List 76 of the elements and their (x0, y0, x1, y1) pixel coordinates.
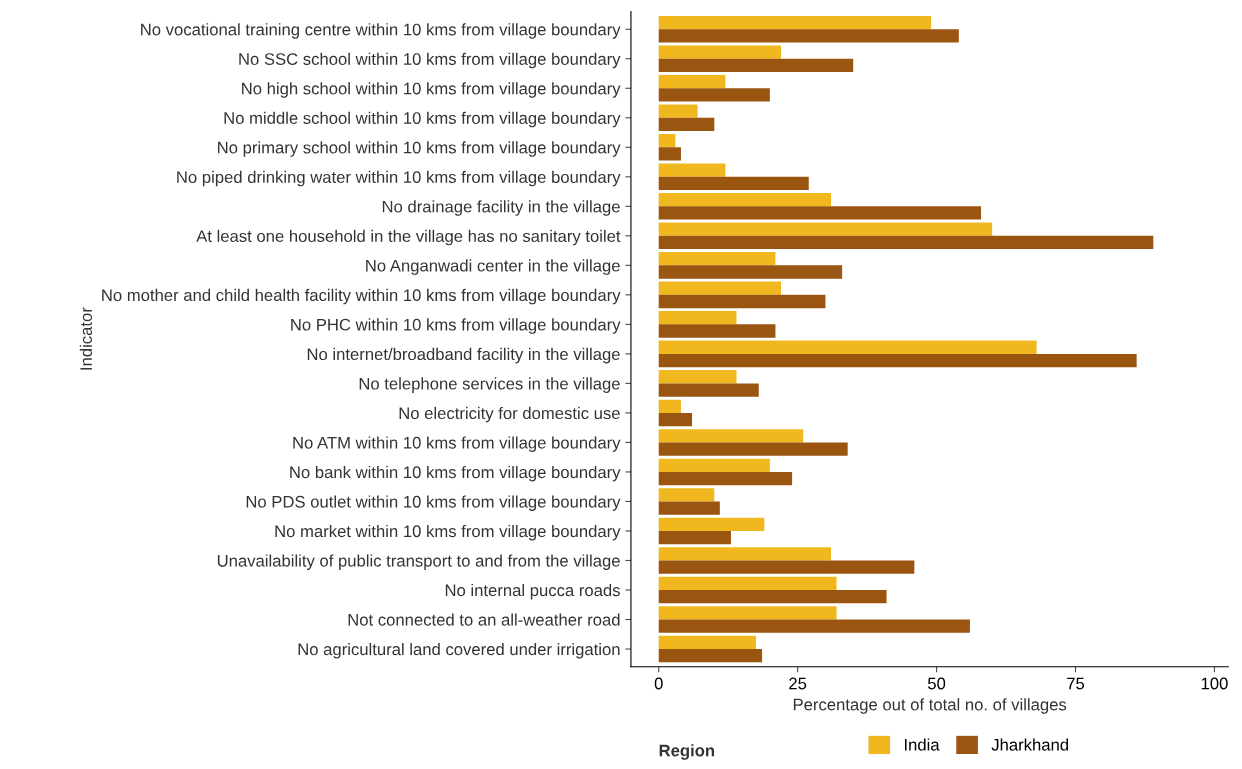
bar (658, 45, 781, 59)
bar (658, 88, 770, 102)
y-tick-label: No agricultural land covered under irrigation (298, 642, 620, 659)
bar (658, 429, 804, 443)
bar (658, 294, 826, 309)
bar (658, 176, 809, 191)
bar (658, 606, 837, 620)
y-tick-label: No SSC school within 10 kms from village boundary (239, 52, 621, 69)
bar (658, 458, 770, 472)
x-axis-title: Percentage out of total no. of villages (793, 698, 1067, 714)
bar (658, 442, 848, 456)
bar (658, 206, 982, 220)
bar (658, 353, 1137, 368)
bar (658, 147, 681, 161)
bar (658, 235, 1154, 250)
x-tick-label: 50 (927, 677, 946, 690)
bar (658, 399, 681, 413)
y-tick-label: No PHC within 10 kms from village boundary (291, 318, 621, 334)
bar (658, 488, 715, 502)
bar (658, 560, 915, 574)
bar (658, 370, 737, 384)
y-tick-label: No ATM within 10 kms from village boundary (293, 436, 621, 452)
bar (658, 530, 731, 545)
y-tick-label: Unavailability of public transport to and from the village (217, 554, 620, 570)
y-tick-label: No PDS outlet within 10 kms from village boundary (246, 495, 621, 511)
bar (658, 412, 693, 427)
y-tick-label: No internal pucca roads (445, 583, 620, 600)
bar (658, 252, 776, 266)
bar (658, 281, 781, 295)
bar (658, 134, 676, 148)
y-tick-label: No primary school within 10 kms from village boundary (218, 141, 621, 157)
legend-title: Region (659, 744, 715, 760)
bar (658, 15, 932, 30)
bar (658, 635, 756, 650)
bar (658, 324, 776, 338)
bar (658, 265, 843, 279)
bar (658, 163, 726, 177)
legend-label: India (904, 738, 940, 751)
bar (658, 501, 720, 515)
y-tick-label: No piped drinking water within 10 kms from village boundary (177, 170, 621, 187)
y-tick-label: No electricity for domestic use (399, 406, 620, 423)
bar (658, 104, 698, 118)
y-tick-label: No vocational training centre within 10 kms from village boundary (141, 23, 621, 39)
bar (658, 117, 715, 132)
bar (658, 193, 831, 207)
y-tick-label: No bank within 10 kms from village boundary (290, 465, 621, 482)
bar (658, 74, 726, 89)
legend-label: Jharkhand (991, 738, 1069, 751)
bar (658, 649, 763, 663)
bar (658, 589, 887, 604)
x-tick-label: 0 (654, 677, 663, 690)
y-tick-label: At least one household in the village has no sanitary toilet (196, 229, 621, 246)
bar (658, 311, 737, 325)
y-tick-label: Not connected to an all-weather road (348, 613, 620, 626)
y-tick-label: No high school within 10 kms from village boundary (242, 82, 621, 98)
x-tick-label: 75 (1067, 677, 1085, 690)
x-tick-label: 100 (1201, 677, 1228, 690)
x-tick-label: 25 (789, 677, 807, 690)
bar (658, 58, 854, 73)
bar (658, 383, 759, 397)
y-tick-label: No internet/broadband facility in the village (307, 347, 620, 364)
y-axis-title: Indicator (79, 307, 93, 370)
bar (658, 517, 765, 531)
bar (658, 471, 793, 486)
bar (658, 222, 993, 236)
y-tick-label: No market within 10 kms from village boundary (275, 524, 621, 541)
bar (658, 29, 959, 43)
y-tick-label: No middle school within 10 kms from village boundary (224, 111, 621, 128)
bar (658, 340, 1037, 354)
y-tick-label: No Anganwadi center in the village (366, 259, 620, 275)
y-tick-label: No drainage facility in the village (382, 200, 620, 216)
bar (658, 547, 831, 561)
bar (658, 576, 837, 590)
bar (658, 619, 970, 633)
y-tick-label: No mother and child health facility within 10 kms from village boundary (102, 288, 621, 305)
y-tick-label: No telephone services in the village (359, 377, 620, 393)
